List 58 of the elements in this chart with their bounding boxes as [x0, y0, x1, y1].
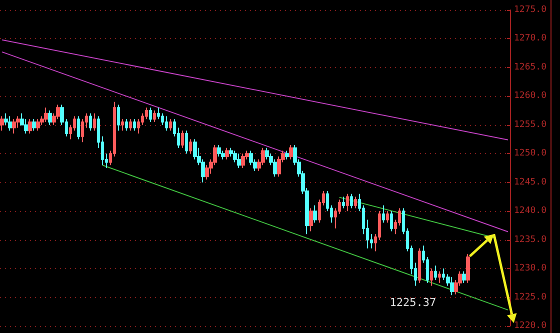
candlestick: [8, 116, 12, 132]
candlestick: [346, 193, 349, 212]
candlestick: [169, 118, 172, 132]
y-tick-label: 1270.0: [514, 34, 547, 44]
candlestick: [129, 118, 132, 132]
candlestick: [354, 196, 357, 209]
candlestick: [189, 138, 192, 154]
candlestick: [133, 118, 136, 132]
candlestick: [93, 112, 96, 132]
candlestick: [382, 204, 385, 224]
candlestick: [165, 116, 168, 132]
candlestick: [32, 118, 36, 132]
candlestick: [237, 153, 241, 168]
candlestick: [181, 130, 184, 148]
candlestick: [309, 208, 313, 232]
y-tick-label: 1225.0: [514, 292, 547, 302]
candlestick: [390, 210, 393, 232]
y-tick-label: 1235.0: [514, 234, 547, 245]
candlestick: [121, 118, 124, 132]
candlestick: [386, 210, 389, 224]
candlestick: [44, 107, 48, 123]
y-tick-label: 1240.0: [514, 206, 547, 216]
candlestick: [430, 268, 433, 286]
y-tick-label: 1255.0: [514, 120, 547, 130]
candlestick: [438, 270, 441, 284]
y-tick-label: 1260.0: [514, 91, 547, 102]
candlestick: [225, 147, 229, 160]
candlestick: [48, 110, 52, 126]
y-tick-label: 1275.0: [514, 5, 547, 15]
candlestick: [77, 116, 80, 140]
candlestick: [418, 248, 421, 284]
candlestick: [434, 265, 437, 281]
candlestick: [350, 193, 353, 209]
candlestick: [289, 144, 293, 160]
candlestick: [28, 118, 32, 134]
candlestick: [462, 270, 466, 284]
candlestick: [117, 104, 120, 132]
y-tick-label: 1230.0: [514, 264, 547, 274]
candlestick: [149, 107, 152, 123]
y-tick-label: 1220.0: [514, 321, 547, 331]
candlestick: [153, 110, 156, 123]
candlestick: [241, 153, 245, 168]
candlestick: [0, 116, 4, 132]
candlestick: [125, 118, 128, 132]
candlestick: [185, 130, 188, 154]
candlestick: [12, 118, 16, 134]
y-tick-label: 1265.0: [514, 62, 547, 72]
candlestick: [217, 144, 221, 158]
y-tick-label: 1245.0: [514, 177, 547, 188]
annotation: 1225.37: [390, 296, 436, 310]
y-tick-label: 1250.0: [514, 148, 547, 159]
candlestick: [36, 118, 40, 132]
candlestick: [285, 150, 289, 160]
candlestick: [450, 276, 454, 296]
candlestick: [342, 196, 345, 209]
candlestick: [466, 254, 470, 284]
candlestick: [313, 204, 317, 224]
candlestick: [89, 112, 92, 132]
